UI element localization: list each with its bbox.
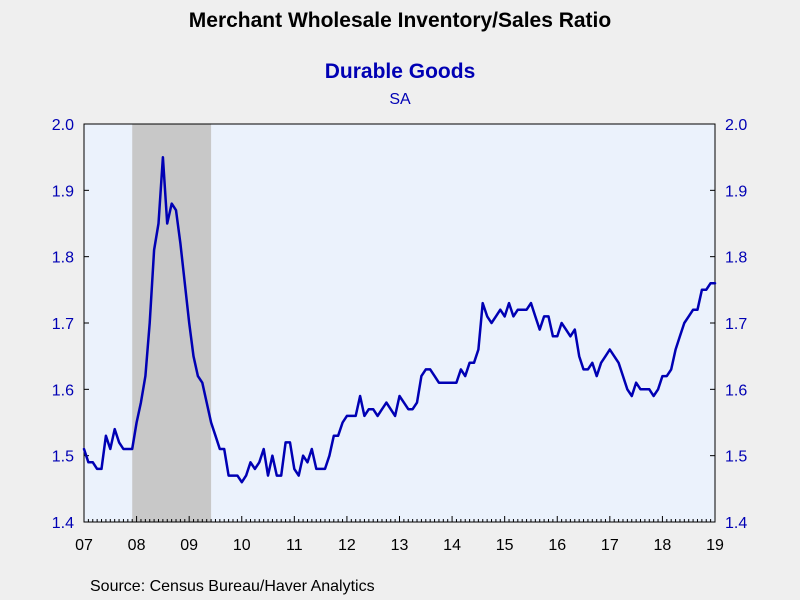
x-tick-label: 13 <box>391 537 409 554</box>
recession-shading <box>132 124 212 522</box>
y-tick-label-left: 2.0 <box>52 117 74 134</box>
x-tick-label: 17 <box>601 537 619 554</box>
x-tick-label: 07 <box>75 537 93 554</box>
x-tick-label: 15 <box>496 537 514 554</box>
x-tick-label: 19 <box>706 537 724 554</box>
y-tick-label-right: 1.5 <box>725 449 747 466</box>
x-tick-label: 09 <box>180 537 198 554</box>
y-tick-label-left: 1.5 <box>52 449 74 466</box>
y-tick-label-left: 1.6 <box>52 382 74 399</box>
x-tick-label: 14 <box>443 537 461 554</box>
y-tick-label-right: 1.4 <box>725 515 747 532</box>
source-note: Source: Census Bureau/Haver Analytics <box>90 578 375 595</box>
y-tick-label-right: 1.9 <box>725 183 747 200</box>
y-tick-label-left: 1.8 <box>52 250 74 267</box>
x-tick-label: 11 <box>286 537 303 554</box>
y-tick-label-left: 1.4 <box>52 515 74 532</box>
chart-title: Merchant Wholesale Inventory/Sales Ratio <box>188 9 612 32</box>
x-tick-label: 16 <box>548 537 566 554</box>
chart-subtitle: Durable Goods <box>324 60 476 83</box>
x-tick-label: 08 <box>128 537 146 554</box>
series-line <box>82 155 717 484</box>
x-tick-label: 12 <box>338 537 356 554</box>
y-tick-label-right: 1.6 <box>725 382 747 399</box>
y-tick-label-left: 1.9 <box>52 183 74 200</box>
y-tick-label-right: 1.7 <box>725 316 747 333</box>
x-tick-label: 18 <box>654 537 672 554</box>
y-tick-label-right: 1.8 <box>725 250 747 267</box>
y-tick-label-left: 1.7 <box>52 316 74 333</box>
seasonal-adjustment-note: SA <box>389 91 411 108</box>
y-tick-label-right: 2.0 <box>725 117 747 134</box>
x-tick-label: 10 <box>233 537 251 554</box>
